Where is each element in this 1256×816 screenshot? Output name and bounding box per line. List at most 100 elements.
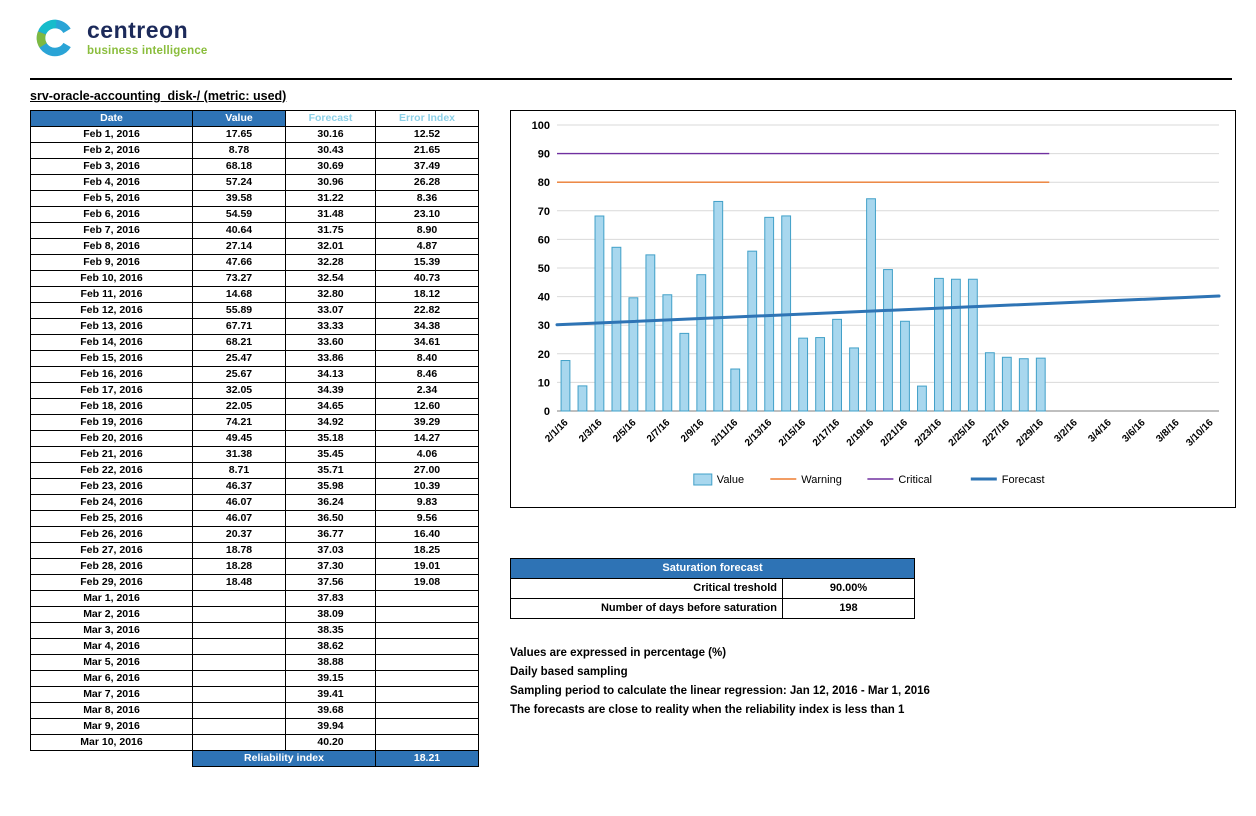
table-cell: Feb 7, 2016	[30, 222, 193, 239]
value-bar	[815, 337, 826, 412]
reliability-index-label: Reliability index	[192, 750, 376, 767]
table-cell: 32.05	[192, 382, 286, 399]
table-cell: 68.18	[192, 158, 286, 175]
table-row: Feb 5, 2016 39.58 31.22 8.36	[30, 190, 479, 207]
table-cell: 8.90	[375, 222, 479, 239]
table-cell: Feb 25, 2016	[30, 510, 193, 527]
table-cell: 31.38	[192, 446, 286, 463]
table-cell: 46.07	[192, 494, 286, 511]
table-cell: 40.73	[375, 270, 479, 287]
table-cell: 21.65	[375, 142, 479, 159]
table-cell: 57.24	[192, 174, 286, 191]
table-cell: Feb 1, 2016	[30, 126, 193, 143]
value-bar	[594, 215, 605, 412]
table-row: Feb 14, 2016 68.21 33.60 34.61	[30, 334, 479, 351]
page-title: srv-oracle-accounting_disk-/ (metric: us…	[30, 89, 287, 103]
forecast-chart: 0 10 20 30 40 50 60 70 80 90 100 2/1/16 2/3/16 2/5/16…	[532, 120, 1221, 486]
table-cell	[192, 590, 286, 607]
y-tick-label: 90	[538, 149, 550, 161]
table-cell: 34.61	[375, 334, 479, 351]
x-tick-label: 3/4/16	[1086, 417, 1114, 445]
table-cell: 74.21	[192, 414, 286, 431]
table-cell	[375, 590, 479, 607]
table-row: Critical treshold 90.00%	[510, 578, 915, 599]
table-row: Feb 22, 2016 8.71 35.71 27.00	[30, 462, 479, 479]
table-row: Mar 6, 2016 39.15	[30, 670, 479, 687]
table-cell: 35.98	[285, 478, 376, 495]
table-cell: 33.86	[285, 350, 376, 367]
note-percentage: Values are expressed in percentage (%)	[510, 647, 727, 659]
x-tick-label: 2/7/16	[645, 417, 673, 445]
saturation-header-row: Saturation forecast	[510, 558, 915, 579]
legend-swatch-value	[693, 473, 713, 486]
table-cell	[192, 606, 286, 623]
table-cell: 32.54	[285, 270, 376, 287]
value-bar	[866, 198, 876, 412]
table-row: Feb 12, 2016 55.89 33.07 22.82	[30, 302, 479, 319]
table-cell: 18.48	[192, 574, 286, 591]
saturation-table-title: Saturation forecast	[510, 558, 915, 579]
table-cell: 37.49	[375, 158, 479, 175]
value-bar	[560, 360, 571, 412]
table-row: Mar 1, 2016 37.83	[30, 590, 479, 607]
forecast-table-body: Feb 1, 2016 17.65 30.16 12.52 Feb 2, 2016 8.7…	[30, 126, 479, 751]
table-cell: 23.10	[375, 206, 479, 223]
y-tick-label: 0	[544, 406, 550, 418]
table-cell: 37.83	[285, 590, 376, 607]
table-cell: Feb 21, 2016	[30, 446, 193, 463]
table-cell: 32.28	[285, 254, 376, 271]
table-cell	[192, 638, 286, 655]
table-row: Number of days before saturation 198	[510, 598, 915, 619]
table-cell: 30.96	[285, 174, 376, 191]
table-cell: Feb 27, 2016	[30, 542, 193, 559]
table-cell: 26.28	[375, 174, 479, 191]
table-cell: Feb 12, 2016	[30, 302, 193, 319]
centreon-logo-icon	[36, 19, 74, 57]
table-row: Feb 21, 2016 31.38 35.45 4.06	[30, 446, 479, 463]
table-row: Mar 8, 2016 39.68	[30, 702, 479, 719]
table-cell: 17.65	[192, 126, 286, 143]
table-row: Feb 18, 2016 22.05 34.65 12.60	[30, 398, 479, 415]
x-tick-label: 2/19/16	[845, 417, 877, 449]
table-cell: 68.21	[192, 334, 286, 351]
table-row: Feb 23, 2016 46.37 35.98 10.39	[30, 478, 479, 495]
table-cell: 38.88	[285, 654, 376, 671]
table-cell: 30.16	[285, 126, 376, 143]
table-cell: 73.27	[192, 270, 286, 287]
table-cell: 19.08	[375, 574, 479, 591]
table-cell: Mar 9, 2016	[30, 718, 193, 735]
table-cell: 8.78	[192, 142, 286, 159]
reliability-row: Reliability index 18.21	[31, 750, 479, 767]
y-tick-label: 20	[538, 349, 550, 361]
table-cell: 46.07	[192, 510, 286, 527]
y-tick-label: 100	[532, 120, 550, 132]
table-cell: 37.30	[285, 558, 376, 575]
table-cell: Mar 6, 2016	[30, 670, 193, 687]
table-row: Feb 3, 2016 68.18 30.69 37.49	[30, 158, 479, 175]
table-cell: Mar 7, 2016	[30, 686, 193, 703]
value-bar	[662, 294, 673, 412]
table-cell: 34.39	[285, 382, 376, 399]
value-bar	[628, 297, 639, 412]
note-sampling: Daily based sampling	[510, 666, 628, 678]
table-cell: 31.75	[285, 222, 376, 239]
x-tick-label: 2/3/16	[577, 417, 605, 445]
legend-label-warning: Warning	[801, 474, 842, 486]
table-row: Mar 7, 2016 39.41	[30, 686, 479, 703]
table-cell: Feb 10, 2016	[30, 270, 193, 287]
table-row: Feb 2, 2016 8.78 30.43 21.65	[30, 142, 479, 159]
x-tick-label: 2/9/16	[679, 417, 707, 445]
table-cell: Feb 3, 2016	[30, 158, 193, 175]
table-cell: 39.29	[375, 414, 479, 431]
x-tick-label: 3/6/16	[1120, 417, 1148, 445]
y-tick-label: 40	[538, 292, 550, 304]
table-cell: Feb 16, 2016	[30, 366, 193, 383]
table-cell: 18.78	[192, 542, 286, 559]
centreon-logo: centreon business intelligence	[32, 15, 208, 61]
value-bar	[713, 200, 724, 412]
table-cell: 15.39	[375, 254, 479, 271]
table-cell: 14.27	[375, 430, 479, 447]
x-tick-label: 3/2/16	[1052, 417, 1080, 445]
y-tick-label: 30	[538, 320, 550, 332]
value-bar	[798, 337, 809, 412]
